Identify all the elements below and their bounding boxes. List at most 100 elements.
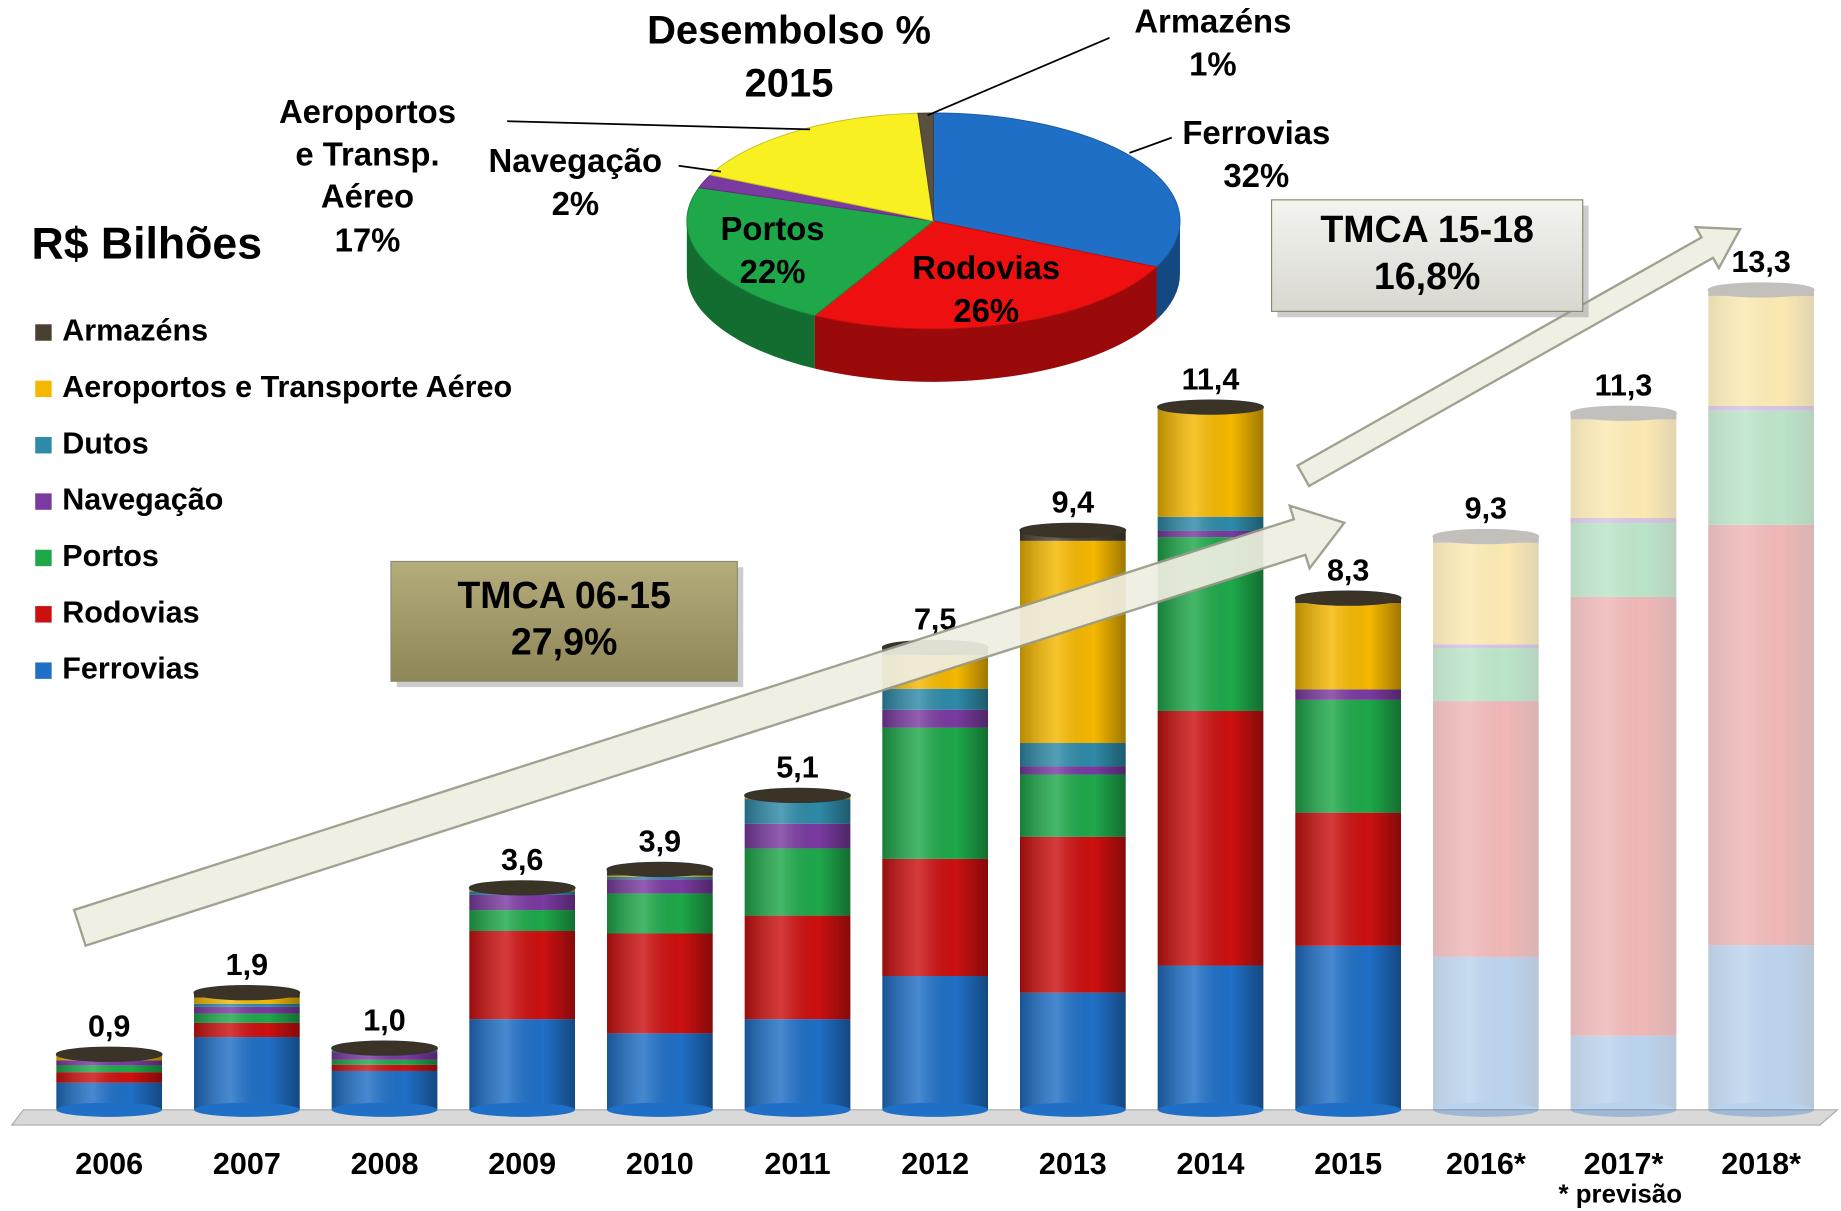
legend-swatch <box>35 324 52 341</box>
total-label: 0,9 <box>88 1010 130 1044</box>
leader-line <box>1129 136 1173 154</box>
bar-bottom <box>56 1102 163 1117</box>
annotation-box <box>390 560 738 682</box>
legend-swatch <box>35 437 52 454</box>
bar-top <box>1019 522 1127 538</box>
leader-line <box>507 120 811 131</box>
legend-label: Armazéns <box>62 314 208 348</box>
x-tick-label: 2016* <box>1446 1147 1526 1181</box>
bar-shading <box>331 1048 438 1110</box>
x-tick-label: 2018* <box>1721 1147 1801 1181</box>
total-label: 1,0 <box>363 1003 405 1037</box>
bar-group <box>744 787 851 1117</box>
bar-bottom <box>469 1102 576 1117</box>
pie-label: Aeroportos e Transp. Aéreo <box>279 93 456 215</box>
pie-value-label: 26% <box>953 292 1019 329</box>
bar-top <box>744 787 851 804</box>
pie: Ferrovias 32% Rodovias 26% Portos 22% Navegaçã… <box>279 2 1330 382</box>
pie-slice <box>686 187 935 317</box>
legend-swatch <box>35 662 52 679</box>
pie-slice <box>709 112 934 222</box>
total-label: 11,3 <box>1595 368 1653 402</box>
bar-shading <box>1295 598 1402 1110</box>
total-label: 13,3 <box>1731 245 1790 279</box>
bar-bottom <box>607 1102 713 1117</box>
bar-shading <box>882 647 989 1110</box>
bar-group <box>1157 399 1264 1117</box>
pie-value-label: 17% <box>335 221 401 258</box>
bars: 2006 0,9 2007 1,9 2008 1,0 2009 3,6 2010 3,9 2011 5… <box>55 245 1815 1181</box>
annotation-text: TMCA 06-15 <box>457 574 671 616</box>
bar-shading <box>607 869 713 1110</box>
bar-top <box>606 861 714 878</box>
bar-group <box>1432 528 1540 1117</box>
bar-group <box>1294 590 1402 1117</box>
legend-label: Aeroportos e Transporte Aéreo <box>62 370 512 404</box>
leader-line <box>927 37 1110 117</box>
legend-swatch <box>35 493 52 510</box>
bar-group <box>881 639 989 1117</box>
bar-bottom <box>744 1102 851 1117</box>
pie-subtitle: 2015 <box>745 62 834 106</box>
legend-label: Portos <box>62 539 159 573</box>
pie-label: Portos <box>721 210 825 247</box>
x-tick-label: 2013 <box>1039 1147 1107 1181</box>
total-label: 1,9 <box>226 948 268 982</box>
bar-bottom <box>882 1102 989 1117</box>
annotation-text: TMCA 15-18 <box>1320 208 1534 250</box>
bar-shading <box>744 795 851 1110</box>
annotation-text: 27,9% <box>511 621 618 663</box>
trend-arrow <box>1295 225 1742 488</box>
x-tick-label: 2010 <box>626 1147 694 1181</box>
bar-bottom <box>1157 1102 1264 1117</box>
bar-bottom <box>331 1102 438 1117</box>
unit-label: R$ Bilhões <box>31 220 262 269</box>
total-label: 9,3 <box>1465 492 1507 526</box>
legend-label: Ferrovias <box>62 652 199 686</box>
total-label: 3,9 <box>639 825 681 859</box>
footnote: * previsão <box>1559 1180 1682 1208</box>
pie-label: Navegação <box>489 142 663 179</box>
x-tick-label: 2014 <box>1177 1147 1245 1181</box>
bar-group <box>1570 405 1677 1117</box>
bar-shading <box>469 887 576 1110</box>
pie-value-label: 1% <box>1189 45 1236 82</box>
pie-value-label: 22% <box>740 253 806 290</box>
pie-value-label: 2% <box>552 185 600 222</box>
bar-top <box>1570 405 1677 421</box>
x-tick-label: 2009 <box>488 1147 556 1181</box>
bar-shading <box>1432 536 1539 1110</box>
bar-top <box>1432 528 1540 545</box>
legend-label: Navegação <box>62 483 223 517</box>
bar-bottom <box>1432 1102 1539 1117</box>
arrows <box>72 225 1742 948</box>
legend-label: Rodovias <box>62 595 199 629</box>
bar-top <box>1157 399 1264 415</box>
pie-value-label: 32% <box>1223 157 1289 194</box>
pie-label: Ferrovias <box>1182 114 1330 151</box>
bar-top <box>1294 590 1402 606</box>
bar-top <box>468 880 576 896</box>
bar-top <box>331 1040 438 1056</box>
bar-shading <box>1570 413 1677 1110</box>
legend-swatch <box>35 380 52 398</box>
x-tick-label: 2008 <box>351 1147 419 1181</box>
pie-side <box>814 266 1157 382</box>
bar-shading <box>1157 407 1264 1110</box>
bar-top <box>193 985 301 1001</box>
bar-group <box>55 1046 163 1117</box>
x-tick-label: 2015 <box>1314 1147 1382 1181</box>
bar-group <box>468 880 576 1117</box>
annotation-text: 16,8% <box>1374 255 1481 297</box>
leader-line <box>678 164 722 173</box>
pie-title: Desembolso % <box>647 9 931 53</box>
bar-bottom <box>1020 1102 1126 1117</box>
legend-label: Dutos <box>62 426 148 460</box>
bar-bottom <box>1570 1102 1677 1117</box>
pie-slice <box>932 112 1181 268</box>
x-tick-label: 2017* <box>1584 1147 1664 1181</box>
legend-swatch <box>35 606 52 623</box>
bar-shading <box>1708 289 1814 1110</box>
x-tick-label: 2012 <box>901 1147 969 1181</box>
